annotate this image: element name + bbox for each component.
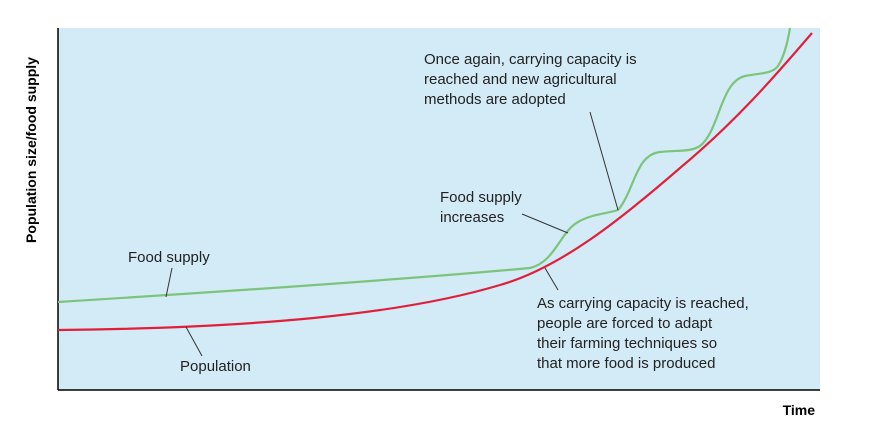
annotation-line: Once again, carrying capacity is	[424, 51, 637, 68]
annotation-line: Food supply	[440, 189, 522, 206]
annotation-line: people are forced to adapt	[537, 315, 713, 332]
x-axis-label: Time	[783, 402, 816, 418]
annotation-line: increases	[440, 209, 504, 226]
plot-area	[58, 28, 820, 390]
population-curve	[57, 32, 813, 332]
food-supply-curve	[57, 27, 792, 304]
annotation-line: their farming techniques so	[537, 335, 717, 352]
annotation-line: reached and new agricultural	[424, 71, 617, 88]
leader-lines	[165, 111, 619, 357]
annotation-line: Food supply	[128, 249, 210, 266]
annotation-line: Population	[180, 358, 251, 375]
annotations: Food supply Population Food supply increase…	[128, 51, 749, 375]
y-axis-label: Population size/food supply	[23, 57, 39, 243]
annotation-line: As carrying capacity is reached,	[537, 295, 749, 312]
annotation-line: methods are adopted	[424, 91, 566, 108]
annotation-line: that more food is produced	[537, 355, 715, 372]
